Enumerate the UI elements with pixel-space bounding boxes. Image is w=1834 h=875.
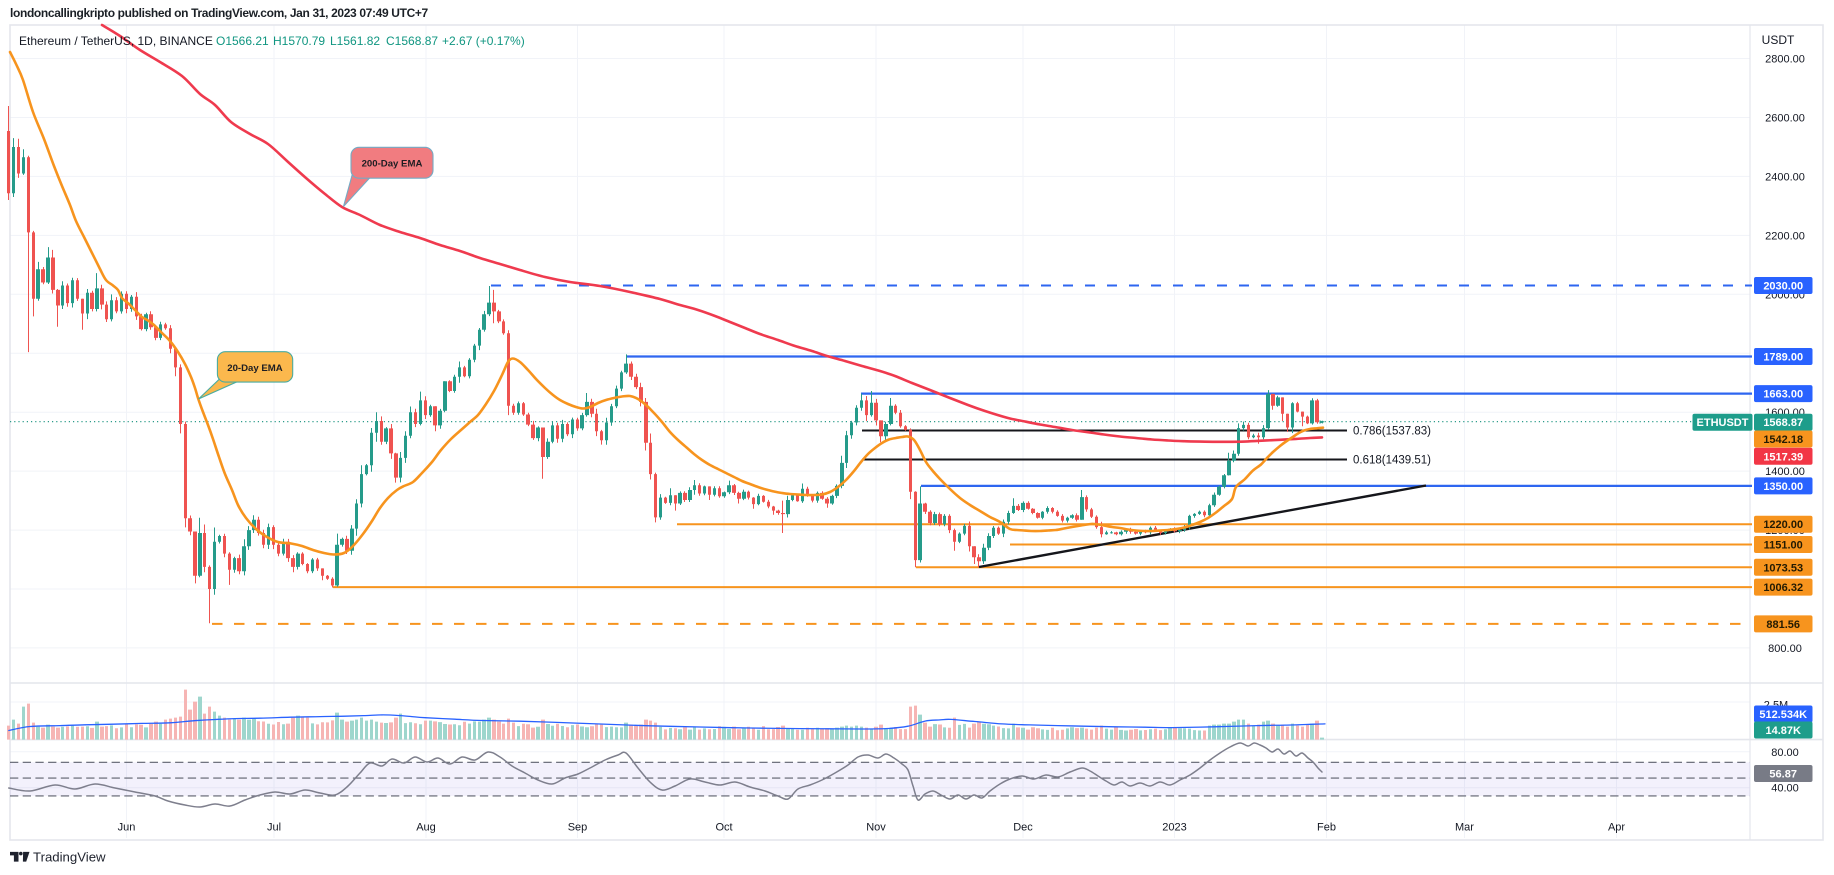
svg-text:1151.00: 1151.00 <box>1764 540 1803 552</box>
svg-text:O1566.21: O1566.21 <box>216 34 269 48</box>
svg-text:Feb: Feb <box>1317 822 1336 834</box>
svg-text:H1570.79: H1570.79 <box>273 34 325 48</box>
svg-text:40.00: 40.00 <box>1771 783 1799 795</box>
svg-text:1073.53: 1073.53 <box>1763 562 1803 574</box>
svg-text:56.87: 56.87 <box>1769 769 1797 781</box>
svg-text:1220.00: 1220.00 <box>1763 519 1803 531</box>
svg-text:Jul: Jul <box>267 822 281 834</box>
svg-text:USDT: USDT <box>1762 33 1795 47</box>
svg-text:2400.00: 2400.00 <box>1765 171 1805 183</box>
svg-text:512.534K: 512.534K <box>1759 709 1807 721</box>
svg-text:ETHUSDT: ETHUSDT <box>1697 417 1749 429</box>
svg-text:80.00: 80.00 <box>1771 747 1799 759</box>
svg-text:1789.00: 1789.00 <box>1763 352 1803 364</box>
svg-text:14.87K: 14.87K <box>1765 725 1801 737</box>
svg-text:londoncallingkripto published: londoncallingkripto published on Trading… <box>10 6 429 20</box>
svg-text:1663.00: 1663.00 <box>1763 389 1803 401</box>
svg-text:Ethereum / TetherUS, 1D, BINAN: Ethereum / TetherUS, 1D, BINANCE <box>19 34 213 48</box>
svg-text:881.56: 881.56 <box>1766 619 1800 631</box>
svg-text:20-Day EMA: 20-Day EMA <box>227 363 283 374</box>
svg-text:1568.87: 1568.87 <box>1763 417 1803 429</box>
svg-text:Aug: Aug <box>416 822 436 834</box>
svg-text:1006.32: 1006.32 <box>1763 582 1803 594</box>
svg-text:0.618(1439.51): 0.618(1439.51) <box>1353 455 1431 467</box>
svg-text:C1568.87: C1568.87 <box>386 34 438 48</box>
svg-text:2600.00: 2600.00 <box>1765 112 1805 124</box>
svg-text:2200.00: 2200.00 <box>1765 230 1805 242</box>
svg-text:Mar: Mar <box>1455 822 1474 834</box>
svg-text:1517.39: 1517.39 <box>1763 451 1803 463</box>
svg-text:200-Day EMA: 200-Day EMA <box>362 159 423 170</box>
svg-text:2030.00: 2030.00 <box>1763 281 1803 293</box>
svg-text:Jun: Jun <box>118 822 136 834</box>
svg-text:1400.00: 1400.00 <box>1765 466 1805 478</box>
svg-text:Sep: Sep <box>568 822 588 834</box>
svg-text:Nov: Nov <box>866 822 886 834</box>
svg-text:0.786(1537.83): 0.786(1537.83) <box>1353 426 1431 438</box>
svg-text:+2.67 (+0.17%): +2.67 (+0.17%) <box>442 34 525 48</box>
svg-text:2023: 2023 <box>1162 822 1186 834</box>
svg-text:Dec: Dec <box>1013 822 1033 834</box>
svg-text:2800.00: 2800.00 <box>1765 54 1805 66</box>
svg-text:Apr: Apr <box>1608 822 1625 834</box>
svg-text:Oct: Oct <box>715 822 732 834</box>
svg-text:L1561.82: L1561.82 <box>330 34 380 48</box>
svg-text:1542.18: 1542.18 <box>1763 434 1803 446</box>
svg-text:TradingView: TradingView <box>33 850 106 865</box>
svg-text:800.00: 800.00 <box>1768 643 1802 655</box>
svg-text:1350.00: 1350.00 <box>1763 481 1803 493</box>
